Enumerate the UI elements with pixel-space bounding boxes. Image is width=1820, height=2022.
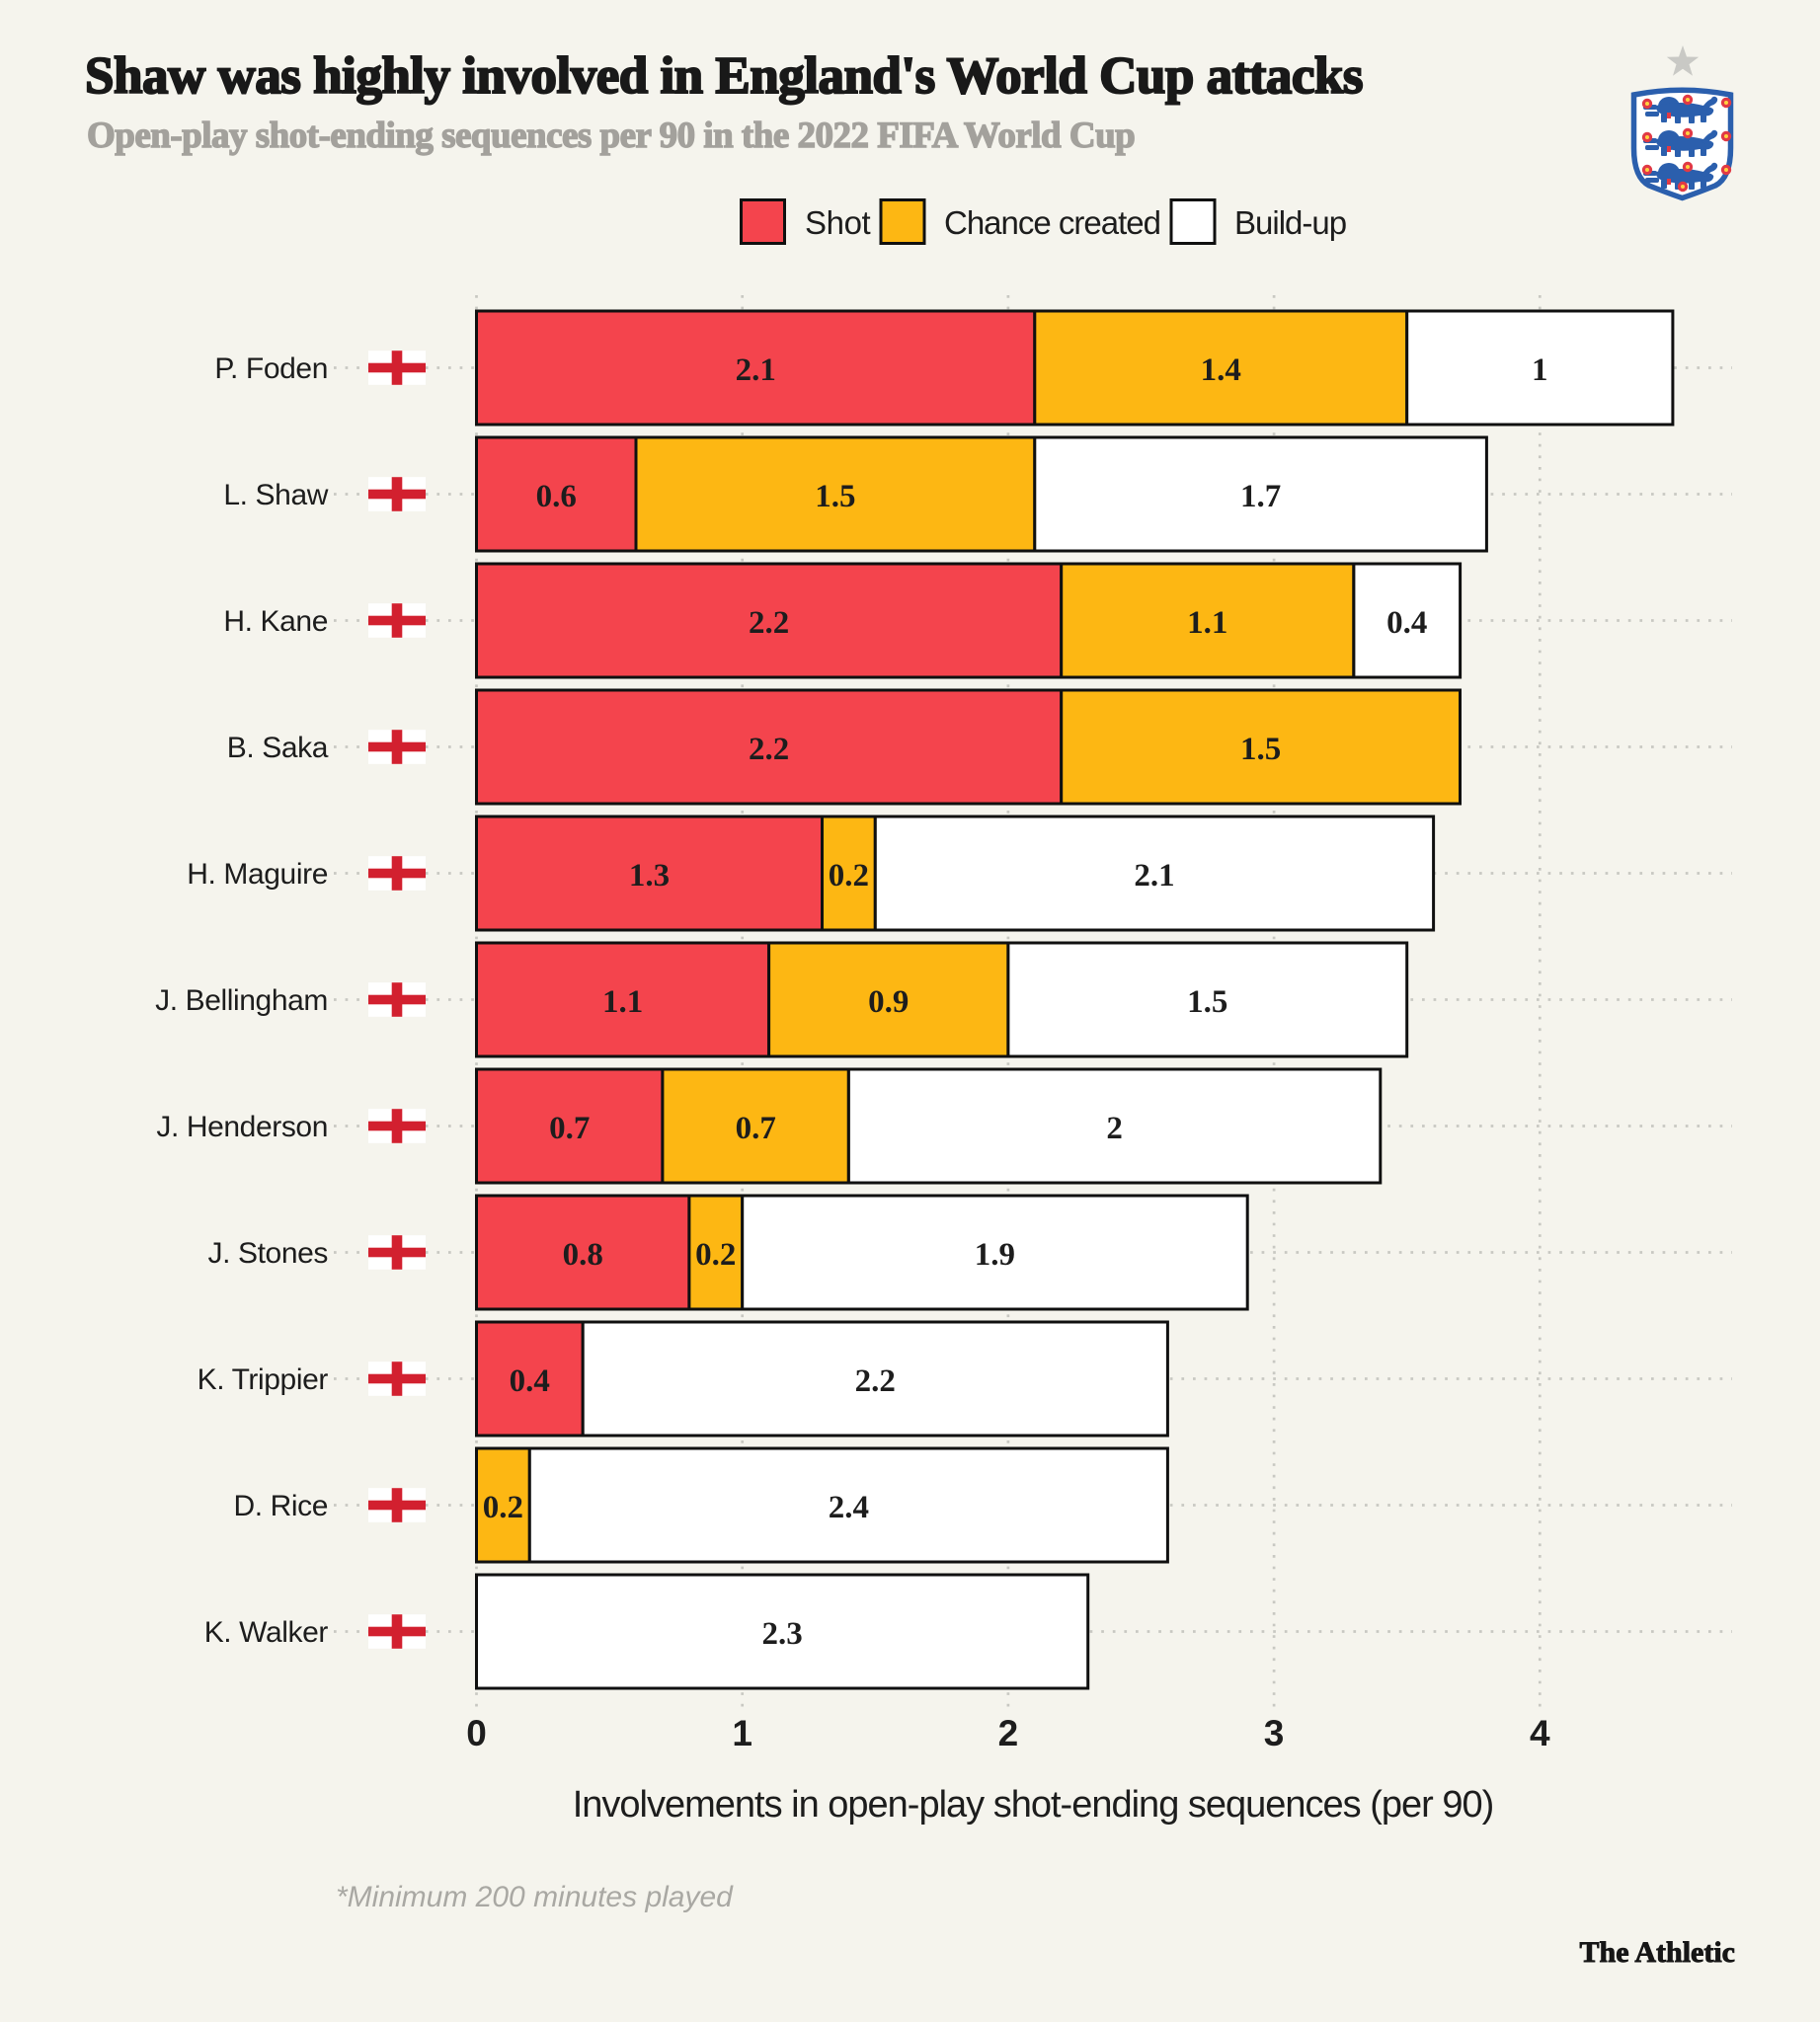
- svg-text:0.4: 0.4: [510, 1363, 550, 1399]
- svg-text:H. Kane: H. Kane: [223, 605, 328, 638]
- svg-text:1.4: 1.4: [1201, 352, 1241, 388]
- svg-text:0.9: 0.9: [868, 984, 909, 1020]
- svg-text:0.8: 0.8: [563, 1237, 603, 1273]
- svg-text:B. Saka: B. Saka: [227, 732, 329, 764]
- svg-text:2.2: 2.2: [749, 732, 789, 767]
- svg-text:0.2: 0.2: [483, 1490, 523, 1525]
- svg-text:1.5: 1.5: [1187, 984, 1227, 1020]
- svg-text:Open-play shot-ending sequence: Open-play shot-ending sequences per 90 i…: [87, 116, 1135, 156]
- svg-text:2: 2: [1106, 1111, 1123, 1146]
- svg-text:2.1: 2.1: [736, 352, 776, 388]
- svg-text:D. Rice: D. Rice: [233, 1490, 328, 1522]
- svg-text:2.3: 2.3: [761, 1616, 802, 1652]
- svg-text:Involvements in open-play shot: Involvements in open-play shot-ending se…: [573, 1784, 1494, 1826]
- svg-text:3: 3: [1264, 1713, 1285, 1753]
- svg-text:2.2: 2.2: [855, 1363, 896, 1399]
- svg-text:0.2: 0.2: [829, 858, 869, 894]
- svg-text:2.1: 2.1: [1134, 858, 1174, 894]
- svg-text:0.2: 0.2: [695, 1237, 736, 1273]
- svg-text:1.7: 1.7: [1240, 479, 1281, 514]
- svg-text:0.4: 0.4: [1386, 605, 1427, 641]
- svg-text:2.4: 2.4: [829, 1490, 869, 1525]
- svg-text:J. Henderson: J. Henderson: [156, 1111, 328, 1143]
- svg-text:1.3: 1.3: [629, 858, 670, 894]
- svg-text:0: 0: [466, 1713, 487, 1753]
- svg-text:1: 1: [732, 1713, 752, 1753]
- svg-text:1.5: 1.5: [815, 479, 855, 514]
- svg-text:K. Trippier: K. Trippier: [198, 1363, 329, 1396]
- svg-text:J. Stones: J. Stones: [208, 1237, 328, 1270]
- svg-text:1.9: 1.9: [975, 1237, 1015, 1273]
- svg-text:0.7: 0.7: [736, 1111, 776, 1146]
- svg-text:Shaw was highly involved in En: Shaw was highly involved in England's Wo…: [85, 47, 1363, 105]
- svg-text:L. Shaw: L. Shaw: [223, 479, 328, 511]
- svg-text:1.1: 1.1: [602, 984, 643, 1020]
- svg-text:2: 2: [998, 1713, 1019, 1753]
- svg-text:Chance created: Chance created: [944, 204, 1160, 241]
- svg-text:Shot: Shot: [805, 204, 871, 241]
- svg-text:P. Foden: P. Foden: [214, 352, 328, 385]
- svg-text:1: 1: [1532, 352, 1548, 388]
- svg-text:1.1: 1.1: [1187, 605, 1227, 641]
- svg-text:K. Walker: K. Walker: [204, 1616, 329, 1649]
- svg-text:2.2: 2.2: [749, 605, 789, 641]
- svg-text:0.7: 0.7: [549, 1111, 590, 1146]
- svg-text:J. Bellingham: J. Bellingham: [155, 984, 328, 1017]
- svg-text:0.6: 0.6: [536, 479, 577, 514]
- svg-text:*Minimum 200 minutes played: *Minimum 200 minutes played: [336, 1881, 734, 1913]
- svg-text:H. Maguire: H. Maguire: [187, 858, 328, 891]
- svg-text:1.5: 1.5: [1240, 732, 1281, 767]
- svg-text:4: 4: [1530, 1713, 1550, 1753]
- svg-text:The Athletic: The Athletic: [1580, 1936, 1736, 1969]
- svg-text:Build-up: Build-up: [1234, 204, 1346, 241]
